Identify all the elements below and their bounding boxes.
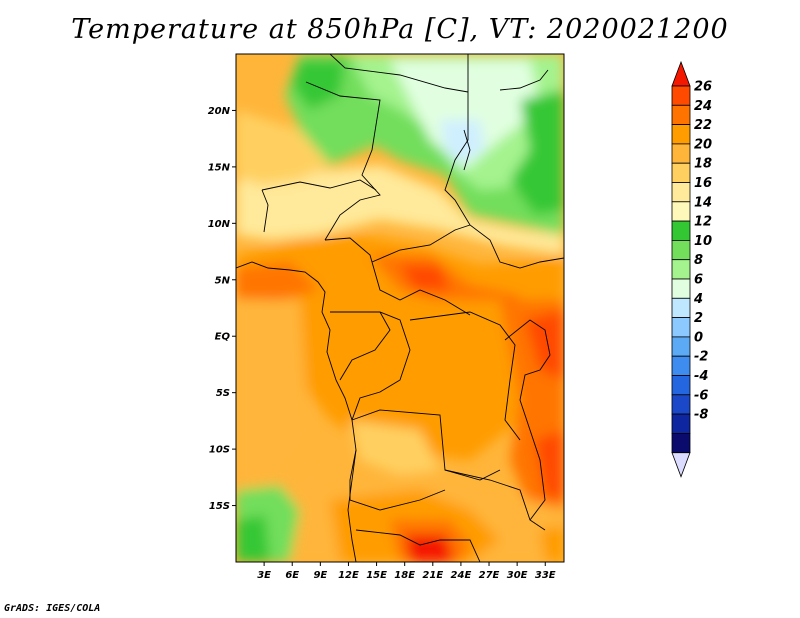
colorbar-label: 0 [694, 330, 703, 345]
colorbar-label: 12 [694, 215, 712, 230]
colorbar-segment [671, 317, 691, 338]
colorbar-segment [671, 124, 691, 145]
lat-label: 20N [208, 106, 231, 117]
colorbar-label: 16 [694, 176, 712, 191]
colorbar-label: 18 [694, 157, 712, 172]
lon-label: 27E [479, 570, 500, 581]
lon-label: 9E [313, 570, 327, 581]
colorbar-top-arrow [671, 60, 691, 87]
colorbar-label: -2 [694, 350, 708, 365]
colorbar-label: 22 [694, 118, 712, 133]
colorbar-segment [671, 220, 691, 241]
colorbar-segment [671, 394, 691, 415]
lon-label: 33E [535, 570, 556, 581]
colorbar-segment [671, 278, 691, 299]
lat-label: 15S [209, 501, 230, 512]
colorbar-segment [671, 375, 691, 396]
lon-label: 30E [507, 570, 528, 581]
lon-label: 18E [394, 570, 415, 581]
lon-label: 3E [257, 570, 271, 581]
lat-label: 10N [208, 219, 231, 230]
credit-text: GrADS: IGES/COLA [4, 603, 101, 614]
lat-label: 10S [209, 445, 230, 456]
lat-label: EQ [215, 332, 231, 343]
latitude-axis: 20N 15N 10N 5N EQ 5S 10S 15S [208, 106, 236, 512]
colorbar-segment [671, 239, 691, 261]
colorbar-segment [671, 259, 691, 280]
colorbar-label: 20 [694, 137, 712, 152]
temperature-field [236, 54, 564, 562]
colorbar-label: 14 [694, 195, 712, 210]
colorbar-segment [671, 143, 691, 164]
lon-label: 15E [366, 570, 387, 581]
colorbar-segment [671, 104, 691, 126]
lat-label: 5N [215, 275, 231, 286]
longitude-axis: 3E 6E 9E 12E 15E 18E 21E 24E 27E 30E 33E [257, 562, 556, 581]
lon-label: 24E [451, 570, 472, 581]
map-frame [235, 53, 565, 563]
colorbar-bottom-arrow [671, 452, 691, 478]
colorbar-label: -6 [694, 388, 708, 403]
lon-label: 12E [338, 570, 359, 581]
lon-label: 6E [285, 570, 299, 581]
chart-title: Temperature at 850hPa [C], VT: 202002120… [71, 14, 729, 45]
colorbar-segment [671, 432, 691, 454]
colorbar-label: 26 [694, 80, 712, 95]
colorbar-segment [671, 297, 691, 318]
colorbar-label: 10 [694, 234, 712, 249]
colorbar-label: 2 [694, 311, 703, 326]
colorbar-label: 4 [693, 292, 703, 307]
colorbar-segment [671, 355, 691, 376]
lat-label: 5S [216, 388, 230, 399]
colorbar-segment [671, 201, 691, 222]
country-borders [236, 54, 564, 562]
colorbar-label: 24 [694, 99, 712, 114]
colorbar-segment [671, 85, 691, 106]
lon-label: 21E [422, 570, 443, 581]
colorbar-label: 8 [694, 253, 703, 268]
colorbar-label: 6 [694, 273, 703, 288]
colorbar-segment [671, 336, 691, 357]
colorbar-label: -4 [694, 369, 708, 384]
colorbar-segment [671, 182, 691, 203]
lat-label: 15N [208, 162, 231, 173]
colorbar-segment [671, 413, 691, 434]
colorbar-segment [671, 162, 691, 183]
colorbar-label: -8 [694, 408, 708, 423]
